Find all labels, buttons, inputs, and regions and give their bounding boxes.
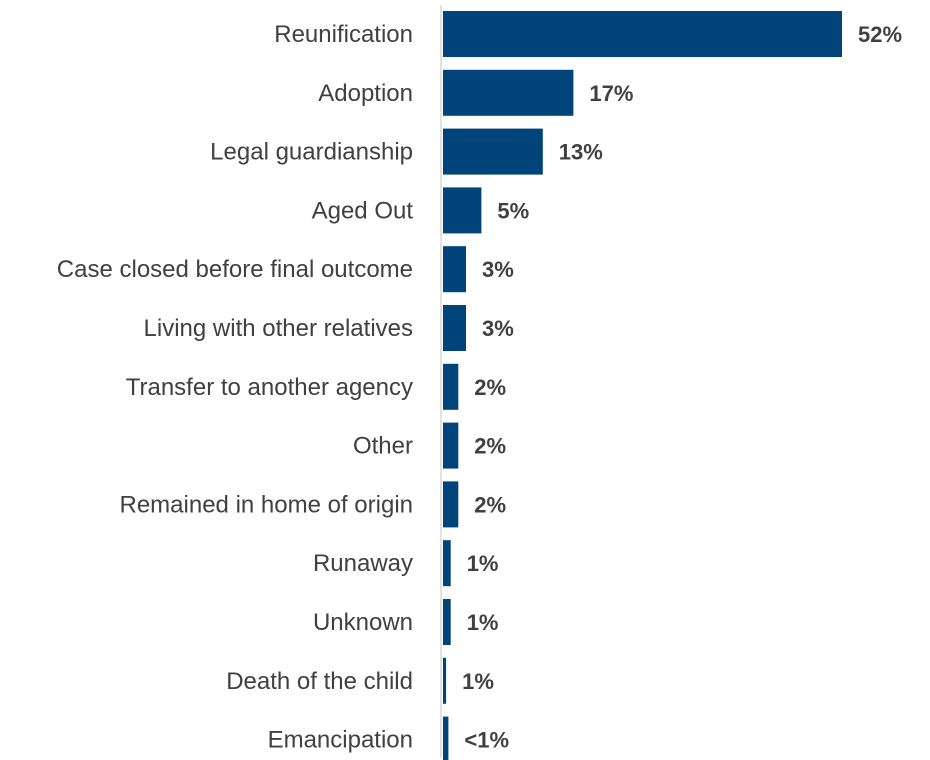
- value-label: 2%: [474, 434, 506, 459]
- value-label: <1%: [464, 728, 509, 753]
- value-label: 2%: [474, 375, 506, 400]
- bar-legal-guardianship: [443, 128, 543, 175]
- bar-emancipation: [443, 716, 449, 760]
- category-label: Remained in home of origin: [120, 491, 414, 518]
- bar-reunification: [443, 11, 842, 57]
- category-label: Other: [353, 433, 413, 460]
- bar-other: [443, 422, 459, 469]
- category-label: Transfer to another agency: [126, 374, 413, 401]
- category-label: Reunification: [274, 21, 413, 48]
- value-label: 2%: [474, 492, 506, 517]
- value-label: 1%: [462, 669, 494, 694]
- bar-case-closed-before-final-outcome: [443, 246, 466, 293]
- bar-death-of-the-child: [443, 657, 447, 704]
- category-label: Living with other relatives: [144, 315, 413, 342]
- bars-group: [443, 11, 842, 760]
- value-label: 5%: [497, 198, 529, 223]
- category-label: Death of the child: [226, 668, 413, 695]
- value-labels-group: 52% 17% 13% 5% 3% 3% 2% 2% 2% 1% 1% 1% <1%: [462, 22, 902, 753]
- category-label: Legal guardianship: [210, 139, 413, 166]
- category-label: Aged Out: [312, 197, 414, 224]
- value-label: 17%: [589, 81, 633, 106]
- category-label: Adoption: [318, 80, 413, 107]
- bar-aged-out: [443, 187, 482, 234]
- bar-adoption: [443, 69, 574, 116]
- value-label: 13%: [559, 140, 603, 165]
- category-label: Case closed before final outcome: [57, 256, 413, 283]
- bar-remained-in-home-of-origin: [443, 481, 459, 528]
- bar-runaway: [443, 540, 451, 587]
- value-label: 1%: [467, 551, 499, 576]
- value-label: 52%: [858, 22, 902, 47]
- value-label: 3%: [482, 316, 514, 341]
- category-labels-group: Reunification Adoption Legal guardianship A…: [57, 21, 414, 754]
- value-label: 3%: [482, 257, 514, 282]
- category-label: Runaway: [313, 550, 413, 577]
- bar-transfer-to-another-agency: [443, 363, 459, 410]
- bar-unknown: [443, 599, 451, 645]
- category-label: Emancipation: [268, 727, 413, 754]
- value-label: 1%: [467, 610, 499, 635]
- bar-living-with-other-relatives: [443, 305, 466, 351]
- category-label: Unknown: [313, 609, 413, 636]
